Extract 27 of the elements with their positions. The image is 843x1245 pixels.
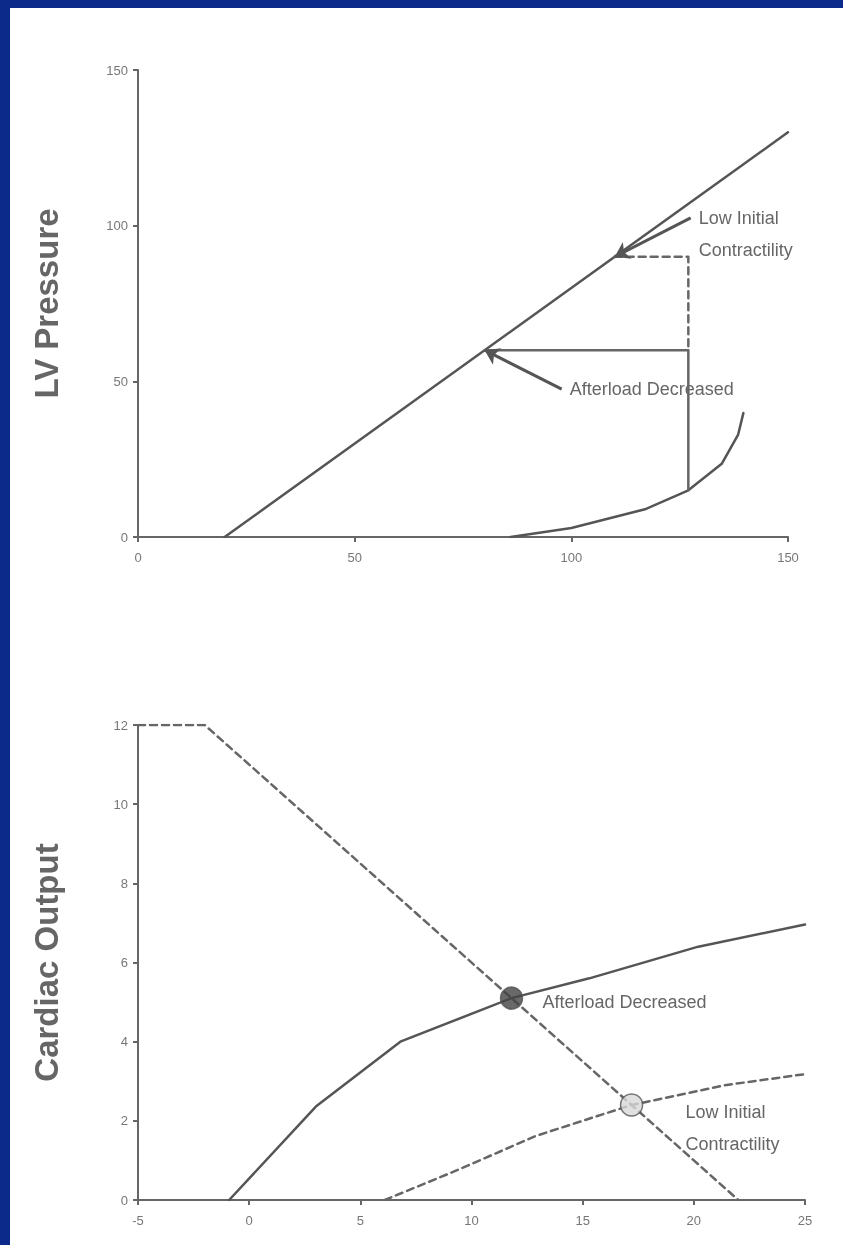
x-tick-label: -5 bbox=[132, 1213, 144, 1228]
annotation: Afterload Decreased bbox=[542, 992, 707, 1013]
y-tick-label: 6 bbox=[120, 955, 128, 970]
y-tick-label: 2 bbox=[120, 1113, 128, 1129]
x-tick-label: 20 bbox=[686, 1213, 702, 1228]
x-tick-label: 0 bbox=[245, 1213, 253, 1228]
x-tick-label: 25 bbox=[797, 1213, 813, 1228]
annotation: Low Initial Contractility bbox=[685, 1102, 780, 1154]
y-tick-label: 12 bbox=[113, 717, 128, 733]
x-tick-label: 5 bbox=[356, 1213, 364, 1228]
y-tick-label: 10 bbox=[113, 796, 128, 812]
y-axis-title: Cardiac Output bbox=[28, 843, 65, 1082]
y-axis-title: LV Pressure bbox=[28, 208, 65, 399]
x-tick-label: 0 bbox=[134, 550, 142, 565]
y-tick-label: 0 bbox=[120, 529, 128, 545]
x-tick-label: 50 bbox=[347, 550, 362, 565]
y-tick-label: 4 bbox=[120, 1034, 128, 1050]
x-tick-label: 100 bbox=[560, 550, 583, 565]
y-tick-label: 8 bbox=[120, 875, 128, 891]
y-tick-label: 100 bbox=[106, 218, 128, 234]
x-tick-label: 15 bbox=[575, 1213, 590, 1228]
y-tick-label: 0 bbox=[120, 1192, 128, 1208]
x-tick-label: 150 bbox=[777, 550, 799, 565]
y-tick-label: 50 bbox=[113, 373, 128, 389]
annotation: Low Initial Contractility bbox=[698, 207, 793, 260]
y-tick-label: 150 bbox=[106, 62, 128, 78]
x-tick-label: 10 bbox=[464, 1213, 479, 1228]
